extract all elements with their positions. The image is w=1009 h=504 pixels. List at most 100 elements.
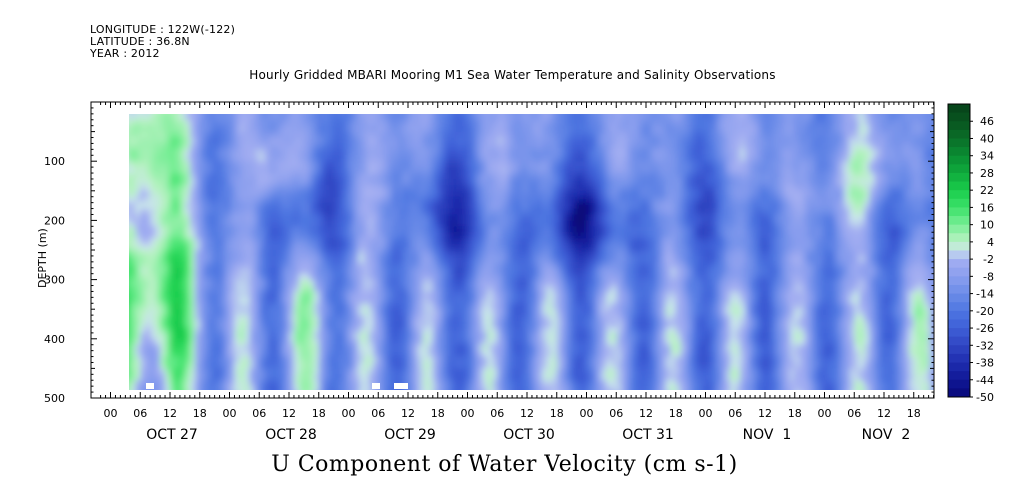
heatmap-cell: [576, 208, 583, 216]
heatmap-cell: [527, 291, 533, 298]
heatmap-cell: [457, 125, 464, 133]
heatmap-cell: [502, 291, 508, 298]
heatmap-cell: [432, 255, 439, 263]
heatmap-cell: [492, 321, 498, 328]
heatmap-cell: [170, 255, 176, 263]
heatmap-cell: [254, 285, 260, 293]
heatmap-cell: [611, 297, 617, 304]
heatmap-cell: [477, 332, 483, 340]
heatmap-cell: [591, 149, 598, 156]
heatmap-cell: [556, 119, 563, 127]
heatmap-cell: [571, 137, 578, 145]
heatmap-cell: [269, 267, 275, 275]
heatmap-cell: [452, 214, 459, 221]
heatmap-cell: [264, 374, 270, 381]
heatmap-cell: [368, 285, 374, 293]
heatmap-cell: [393, 356, 399, 364]
heatmap-cell: [457, 119, 464, 127]
heatmap-cell: [249, 167, 255, 174]
heatmap-cell: [452, 250, 459, 257]
heatmap-cell: [422, 321, 429, 328]
heatmap-cell: [596, 137, 602, 145]
heatmap-cell: [298, 309, 305, 316]
heatmap-cell: [368, 149, 374, 156]
heatmap-cell: [204, 255, 211, 263]
heatmap-cell: [611, 338, 617, 346]
heatmap-cell: [502, 250, 508, 257]
heatmap-cell: [462, 285, 469, 293]
heatmap-cell: [343, 161, 350, 168]
heatmap-cell: [467, 119, 474, 127]
heatmap-cell: [606, 114, 612, 121]
heatmap-cell: [408, 303, 414, 310]
heatmap-cell: [313, 137, 320, 145]
heatmap-cell: [512, 279, 518, 287]
heatmap-cell: [586, 350, 593, 358]
heatmap-cell: [165, 244, 171, 251]
heatmap-cell: [442, 338, 449, 346]
heatmap-cell: [254, 202, 260, 210]
heatmap-cell: [194, 155, 201, 162]
heatmap-cell: [239, 143, 245, 150]
heatmap-cell: [239, 125, 245, 133]
heatmap-cell: [303, 338, 310, 346]
heatmap-cell: [129, 119, 131, 127]
heatmap-cell: [313, 297, 320, 304]
heatmap-cell: [531, 267, 538, 275]
heatmap-cell: [556, 178, 563, 186]
heatmap-cell: [170, 368, 176, 375]
heatmap-cell: [556, 338, 563, 346]
heatmap-cell: [219, 161, 226, 168]
heatmap-cell: [472, 143, 479, 150]
heatmap-cell: [378, 114, 384, 121]
heatmap-cell: [274, 321, 280, 328]
heatmap-cell: [437, 255, 444, 263]
heatmap-cell: [556, 380, 563, 387]
heatmap-cell: [467, 208, 474, 216]
heatmap-cell: [591, 137, 598, 145]
heatmap-cell: [249, 332, 255, 340]
heatmap-cell: [145, 244, 151, 251]
heatmap-cell: [160, 303, 166, 310]
heatmap-cell: [318, 261, 325, 269]
heatmap-cell: [224, 273, 231, 281]
heatmap-cell: [234, 202, 241, 210]
heatmap-cell: [165, 386, 171, 390]
heatmap-cell: [368, 255, 374, 263]
heatmap-cell: [492, 297, 498, 304]
heatmap-cell: [546, 161, 553, 168]
heatmap-cell: [383, 244, 389, 251]
heatmap-cell: [417, 244, 424, 251]
heatmap-cell: [214, 220, 221, 227]
heatmap-cell: [135, 226, 141, 233]
heatmap-cell: [328, 232, 335, 239]
heatmap-cell: [442, 315, 449, 322]
heatmap-cell: [566, 196, 573, 204]
heatmap-cell: [462, 184, 469, 192]
heatmap-cell: [293, 285, 300, 293]
heatmap-cell: [378, 137, 384, 145]
heatmap-cell: [442, 131, 449, 139]
heatmap-cell: [601, 315, 607, 322]
heatmap-cell: [145, 208, 151, 216]
heatmap-cell: [259, 143, 265, 150]
heatmap-cell: [249, 114, 255, 121]
heatmap-cell: [576, 267, 583, 275]
heatmap-cell: [293, 255, 300, 263]
heatmap-cell: [363, 279, 369, 287]
heatmap-cell: [482, 368, 488, 375]
heatmap-cell: [249, 178, 255, 186]
heatmap-cell: [323, 149, 330, 156]
heatmap-cell: [408, 208, 414, 216]
heatmap-cell: [293, 315, 300, 322]
heatmap-cell: [358, 356, 364, 364]
heatmap-cell: [204, 220, 211, 227]
heatmap-cell: [298, 303, 305, 310]
heatmap-cell: [467, 255, 474, 263]
heatmap-cell: [338, 119, 345, 127]
heatmap-cell: [611, 184, 617, 192]
heatmap-cell: [472, 196, 479, 204]
heatmap-cell: [219, 232, 226, 239]
heatmap-cell: [289, 279, 295, 287]
heatmap-cell: [561, 119, 568, 127]
